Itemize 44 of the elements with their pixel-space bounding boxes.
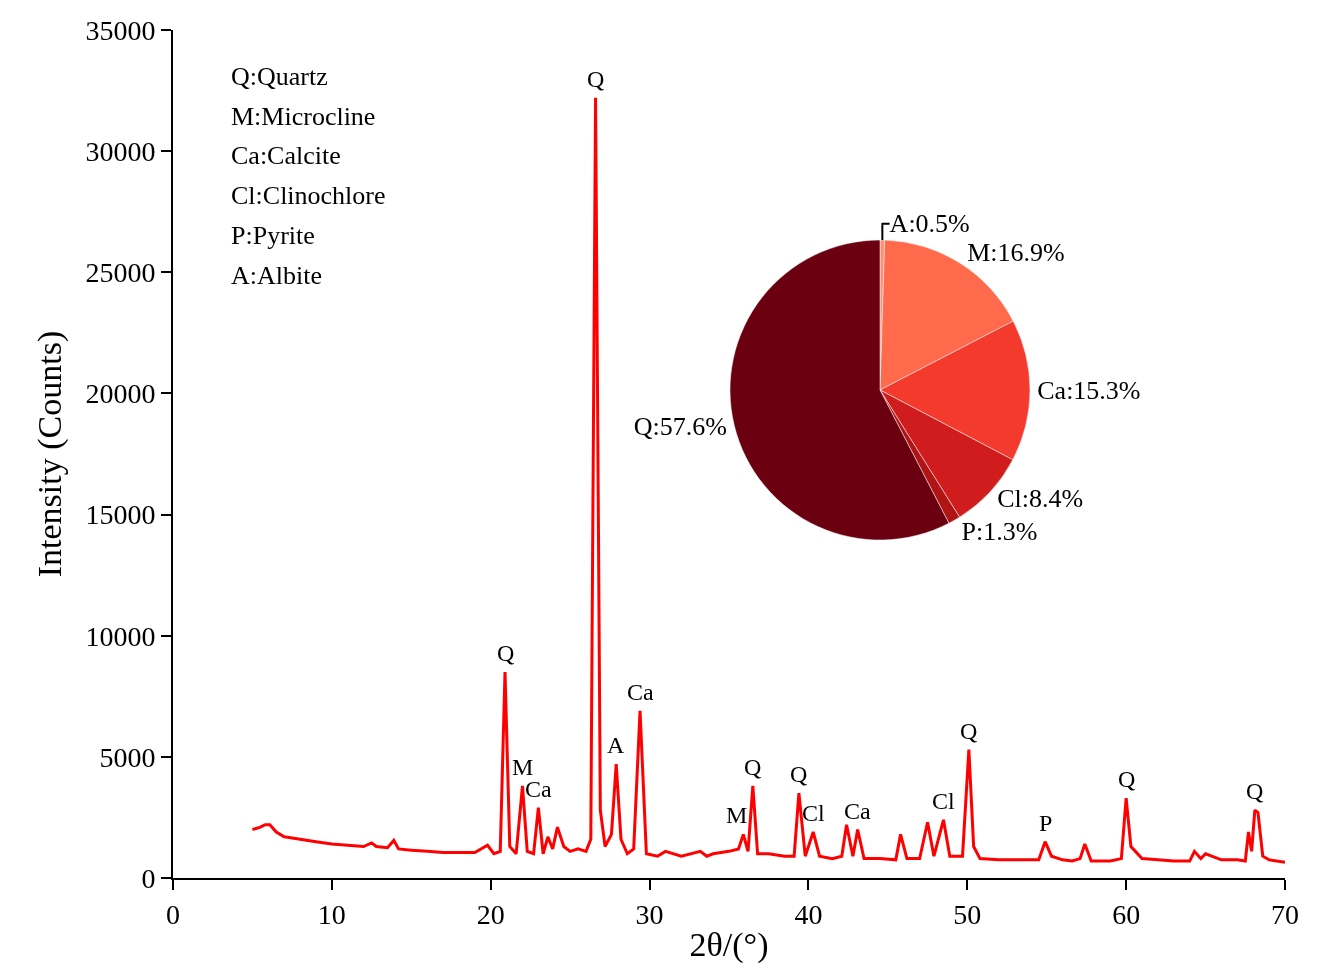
slice-label: Ca:15.3% [1037, 375, 1141, 405]
x-tick-label: 10 [317, 898, 346, 930]
y-tick-label: 20000 [85, 378, 156, 410]
annotation: Q [497, 640, 515, 666]
annotation: Q [790, 761, 808, 787]
x-tick-label: 20 [476, 898, 505, 930]
annotation: Q [1118, 766, 1136, 792]
y-tick-label: 15000 [85, 499, 156, 531]
annotation: A [607, 732, 625, 758]
annotation: A:Albite [231, 261, 322, 290]
annotation: Q [1246, 778, 1264, 804]
annotation: Cl:Clinochlore [231, 181, 386, 210]
x-tick-label: 60 [1112, 898, 1141, 930]
y-tick-label: 0 [141, 862, 156, 894]
y-tick-label: 30000 [85, 135, 156, 167]
annotation: M [726, 802, 748, 828]
x-tick-label: 30 [635, 898, 664, 930]
x-axis-title: 2θ/(°) [689, 926, 769, 965]
annotation: P:Pyrite [231, 221, 315, 250]
annotation: Cl [932, 788, 956, 814]
y-tick-label: 35000 [85, 14, 156, 46]
annotation: Ca [627, 679, 655, 705]
annotation: P [1039, 810, 1053, 836]
annotation: Q:Quartz [231, 62, 328, 91]
slice-label: Cl:8.4% [997, 484, 1084, 514]
slice-label: A:0.5% [889, 209, 970, 239]
y-tick-label: 10000 [85, 620, 156, 652]
y-tick-label: 5000 [99, 741, 156, 773]
x-tick-label: 50 [953, 898, 982, 930]
x-tick-label: 0 [166, 898, 180, 930]
annotation: Ca:Calcite [231, 141, 341, 170]
x-tick-label: 40 [794, 898, 823, 930]
annotation: Q [587, 66, 605, 92]
slice-label: M:16.9% [967, 238, 1065, 268]
slice-label: P:1.3% [961, 516, 1038, 546]
x-tick-label: 70 [1271, 898, 1299, 930]
y-tick-label: 25000 [85, 257, 156, 289]
annotation: Cl [802, 800, 826, 826]
y-axis-title: Intensity (Counts) [30, 330, 69, 578]
annotation: M:Microcline [231, 102, 376, 131]
annotation: Q [960, 718, 978, 744]
annotation: Ca [844, 798, 872, 824]
slice-label: Q:57.6% [633, 411, 728, 441]
annotation: Q [744, 754, 762, 780]
